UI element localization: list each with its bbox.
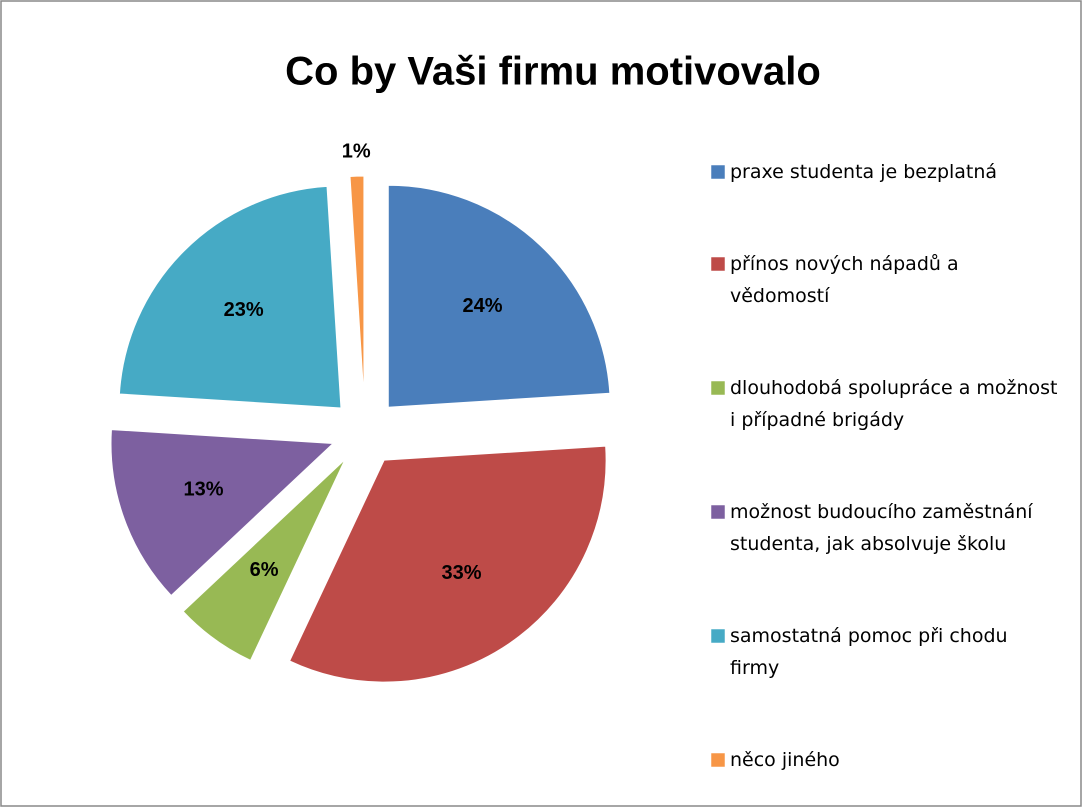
pie-slice — [387, 184, 611, 408]
pie-slice — [110, 429, 335, 597]
data-label: 13% — [183, 478, 223, 500]
legend-swatch — [710, 752, 726, 768]
legend-swatch — [710, 164, 726, 180]
legend-label: možnost budoucího zaměstnání studenta, ja… — [730, 501, 1033, 555]
pie-slice — [118, 185, 342, 409]
data-label: 24% — [462, 295, 502, 317]
legend-line: studenta, jak absolvuje školu — [730, 533, 1006, 555]
legend-swatch — [710, 256, 726, 272]
legend-label: něco jiného — [730, 749, 840, 771]
legend-label: přínos nových nápadů a vědomostí — [730, 253, 959, 307]
legend-line: samostatná pomoc při chodu — [730, 625, 1008, 647]
data-label: 23% — [224, 299, 264, 321]
legend-label: praxe studenta je bezplatná — [730, 161, 997, 183]
chart-title: Co by Vaši firmu motivovalo — [285, 50, 821, 94]
legend-label: samostatná pomoc při chodu firmy — [730, 625, 1008, 679]
pie-slice — [182, 459, 346, 662]
legend-line: přínos nových nápadů a — [730, 253, 959, 275]
data-label: 6% — [250, 559, 279, 581]
legend-line: firmy — [730, 657, 779, 679]
pie-slice — [288, 445, 607, 683]
legend-swatch — [710, 504, 726, 520]
legend-line: praxe studenta je bezplatná — [730, 161, 997, 183]
legend-label: dlouhodobá spolupráce a možnost i případn… — [730, 377, 1058, 431]
legend-swatch — [710, 380, 726, 396]
legend-line: vědomostí — [730, 285, 830, 307]
data-label: 33% — [441, 562, 481, 584]
legend-line: dlouhodobá spolupráce a možnost — [730, 377, 1058, 399]
data-label: 1% — [342, 140, 371, 162]
legend-line: něco jiného — [730, 749, 840, 771]
legend-line: možnost budoucího zaměstnání — [730, 501, 1033, 523]
legend-line: i případné brigády — [730, 409, 904, 431]
pie-slice — [349, 175, 365, 399]
legend-swatch — [710, 628, 726, 644]
